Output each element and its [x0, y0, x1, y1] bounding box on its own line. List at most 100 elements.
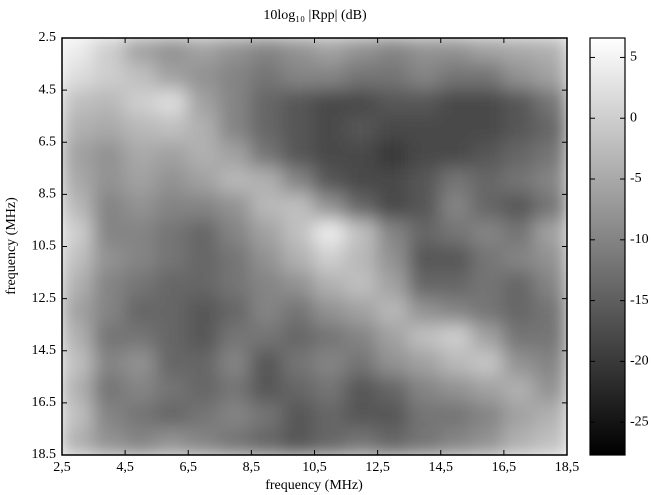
heatmap-cell: [345, 167, 379, 196]
heatmap-cell: [187, 219, 221, 248]
heatmap-cell: [124, 115, 158, 144]
heatmap-cell: [376, 323, 411, 352]
heatmap-cell: [92, 193, 127, 222]
heatmap-cell: [471, 349, 505, 378]
heatmap-cell: [218, 193, 253, 222]
x-tick-label: 16,5: [492, 460, 517, 475]
heatmap-cell: [187, 89, 221, 118]
heatmap-cell: [408, 115, 442, 144]
colorbar-tick-label: -15: [630, 293, 649, 308]
heatmap-cell: [218, 38, 253, 66]
y-axis-label: frequency (MHz): [4, 197, 19, 295]
heatmap-cell: [155, 245, 190, 274]
heatmap-cell: [502, 141, 537, 170]
heatmap-cell: [376, 245, 411, 274]
heatmap-cell: [218, 427, 253, 455]
heatmap-cell: [62, 375, 95, 404]
heatmap-cell: [313, 375, 348, 404]
heatmap-cell: [439, 245, 474, 274]
heatmap-cell: [218, 245, 253, 274]
heatmap-cell: [250, 375, 284, 404]
heatmap-cell: [218, 323, 253, 352]
heatmap-cell: [471, 141, 505, 170]
heatmap-cell: [218, 271, 253, 300]
heatmap-cell: [345, 375, 379, 404]
heatmap-cell: [155, 63, 190, 92]
heatmap-cell: [502, 219, 537, 248]
heatmap-cell: [124, 297, 158, 326]
heatmap-cell: [376, 297, 411, 326]
heatmap-cell: [250, 193, 284, 222]
heatmap-cell: [124, 219, 158, 248]
x-tick-label: 2,5: [53, 460, 71, 475]
heatmap-cell: [187, 115, 221, 144]
heatmap-cell: [408, 141, 442, 170]
heatmap-cell: [313, 141, 348, 170]
heatmap-cell: [250, 245, 284, 274]
heatmap-cell: [62, 271, 95, 300]
heatmap-cell: [218, 349, 253, 378]
heatmap-cell: [62, 427, 95, 455]
heatmap-cell: [187, 427, 221, 455]
colorbar-tick-label: 5: [630, 50, 637, 65]
heatmap-cell: [281, 193, 316, 222]
heatmap-cell: [187, 38, 221, 66]
heatmap-cell: [376, 167, 411, 196]
heatmap-cell: [124, 141, 158, 170]
heatmap-cell: [124, 401, 158, 430]
heatmap-cell: [92, 271, 127, 300]
y-tick-label: 8.5: [39, 187, 57, 202]
heatmap-cell: [408, 38, 442, 66]
heatmap-cell: [281, 297, 316, 326]
heatmap-cell: [345, 323, 379, 352]
heatmap-cell: [124, 375, 158, 404]
heatmap-cell: [439, 63, 474, 92]
heatmap-cell: [534, 115, 567, 144]
heatmap-cell: [534, 427, 567, 455]
heatmap-cell: [281, 427, 316, 455]
heatmap-cell: [471, 193, 505, 222]
heatmap-cell: [471, 115, 505, 144]
heatmap-cell: [250, 219, 284, 248]
heatmap-cell: [62, 193, 95, 222]
heatmap-cell: [471, 89, 505, 118]
heatmap-cell: [534, 245, 567, 274]
heatmap-cell: [408, 401, 442, 430]
heatmap-cell: [534, 271, 567, 300]
heatmap-cell: [92, 219, 127, 248]
heatmap-cell: [345, 193, 379, 222]
heatmap-cell: [471, 271, 505, 300]
heatmap-cell: [218, 89, 253, 118]
heatmap-cell: [92, 89, 127, 118]
heatmap-cell: [92, 141, 127, 170]
colorbar-tick-label: -20: [630, 354, 649, 369]
heatmap-cell: [408, 167, 442, 196]
heatmap-cell: [313, 63, 348, 92]
heatmap-cell: [155, 115, 190, 144]
heatmap-cell: [155, 38, 190, 66]
heatmap-cell: [345, 38, 379, 66]
heatmap-cell: [92, 323, 127, 352]
heatmap-cell: [250, 349, 284, 378]
heatmap-cell: [376, 349, 411, 378]
heatmap-cell: [92, 427, 127, 455]
heatmap-cell: [534, 323, 567, 352]
heatmap-cell: [313, 297, 348, 326]
heatmap-cell: [92, 297, 127, 326]
heatmap-cell: [534, 193, 567, 222]
heatmap: [62, 38, 567, 455]
heatmap-cell: [471, 38, 505, 66]
heatmap-cell: [534, 63, 567, 92]
heatmap-cell: [502, 323, 537, 352]
heatmap-cell: [408, 89, 442, 118]
heatmap-cell: [92, 375, 127, 404]
heatmap-cell: [534, 89, 567, 118]
heatmap-cell: [62, 167, 95, 196]
heatmap-cell: [124, 245, 158, 274]
x-tick-label: 14,5: [429, 460, 454, 475]
heatmap-cell: [471, 401, 505, 430]
heatmap-cell: [439, 375, 474, 404]
heatmap-cell: [345, 401, 379, 430]
y-tick-label: 18.5: [32, 447, 57, 462]
heatmap-cell: [62, 219, 95, 248]
